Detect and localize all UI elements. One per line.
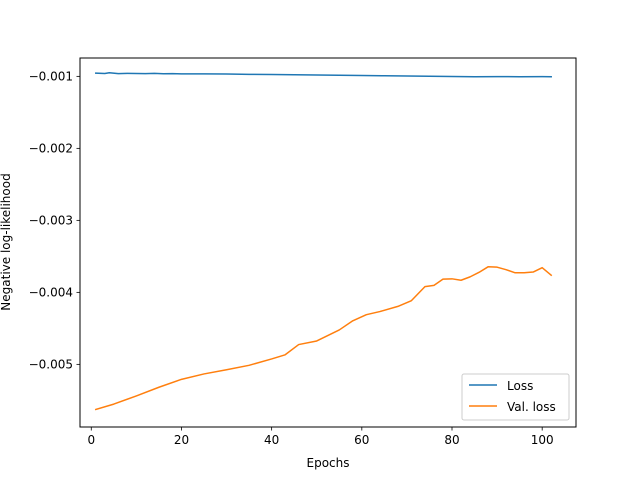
x-tick-label: 20	[174, 433, 189, 447]
x-ticks: 0 20 40 60 80 100	[87, 427, 554, 447]
x-tick-label: 60	[354, 433, 369, 447]
y-tick-label: −0.004	[29, 285, 73, 299]
y-tick-label: −0.002	[29, 141, 73, 155]
legend-label-loss: Loss	[507, 379, 533, 393]
legend: Loss Val. loss	[461, 373, 570, 421]
x-tick-label: 0	[87, 433, 95, 447]
y-tick-label: −0.003	[29, 213, 73, 227]
x-tick-label: 40	[264, 433, 279, 447]
legend-label-val-loss: Val. loss	[507, 400, 556, 414]
series-layer	[94, 72, 553, 411]
plot-area	[80, 58, 576, 427]
y-tick-label: −0.001	[29, 69, 73, 83]
series-line-val-loss	[94, 266, 553, 411]
x-tick-label: 100	[531, 433, 554, 447]
plot-frame	[79, 57, 577, 428]
y-ticks: −0.001 −0.002 −0.003 −0.004 −0.005	[29, 69, 80, 371]
y-axis-label: Negative log-likelihood	[0, 173, 13, 310]
y-tick-label: −0.005	[29, 357, 73, 371]
x-axis-label: Epochs	[307, 456, 350, 470]
x-tick-label: 80	[444, 433, 459, 447]
series-line-loss	[95, 72, 552, 78]
